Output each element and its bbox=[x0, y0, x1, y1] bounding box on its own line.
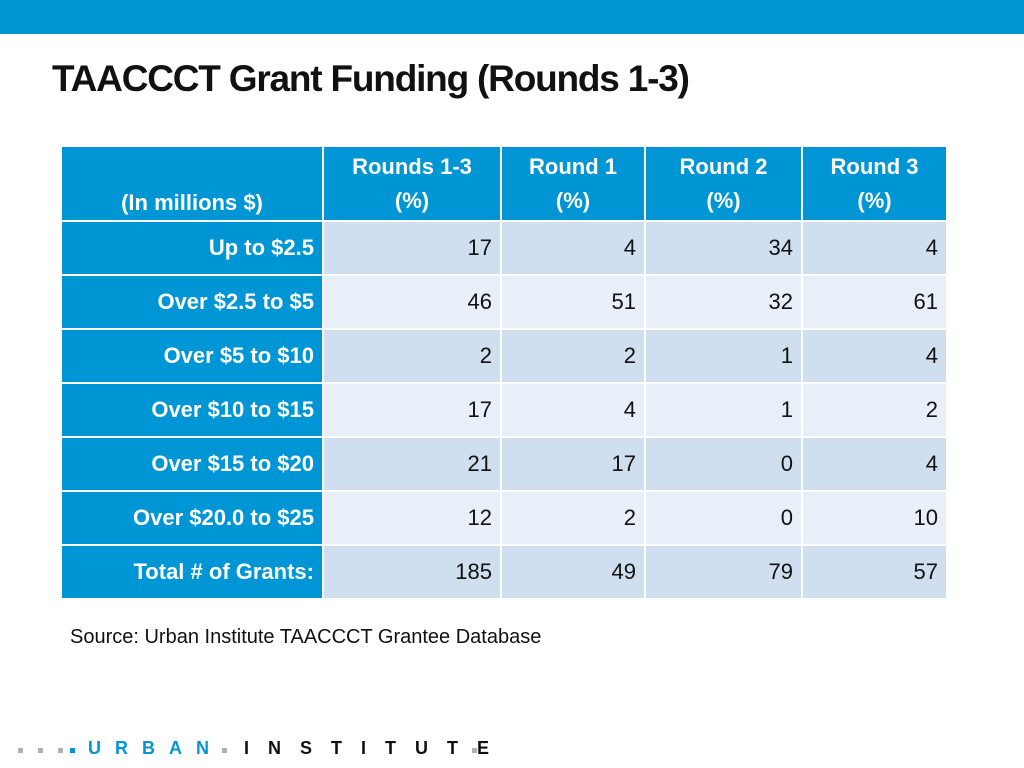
table-cell: 4 bbox=[803, 222, 946, 274]
column-header-line1: Round 2 bbox=[679, 153, 768, 179]
row-label: Over $20.0 to $25 bbox=[62, 492, 322, 544]
table-cell: 79 bbox=[646, 546, 801, 598]
column-header-round-3: Round 3 (%) bbox=[803, 147, 946, 220]
table-cell: 10 bbox=[803, 492, 946, 544]
table-cell: 1 bbox=[646, 384, 801, 436]
logo-word-urban: URBAN bbox=[88, 738, 223, 758]
row-label: Up to $2.5 bbox=[62, 222, 322, 274]
column-header-line2: (%) bbox=[555, 187, 591, 213]
table-cell: 4 bbox=[502, 222, 644, 274]
table-header-row: (In millions $) Rounds 1-3 (%) Round 1 (… bbox=[62, 147, 946, 220]
table-cell: 46 bbox=[324, 276, 500, 328]
table-cell: 4 bbox=[803, 438, 946, 490]
table-cell: 12 bbox=[324, 492, 500, 544]
table-row: Over $2.5 to $5 46 51 32 61 bbox=[62, 276, 946, 328]
column-header-line1: Round 3 bbox=[830, 153, 919, 179]
table-cell: 21 bbox=[324, 438, 500, 490]
column-header-round-1: Round 1 (%) bbox=[502, 147, 644, 220]
table-cell: 185 bbox=[324, 546, 500, 598]
source-note: Source: Urban Institute TAACCCT Grantee … bbox=[70, 626, 542, 648]
table-cell: 57 bbox=[803, 546, 946, 598]
table-cell: 1 bbox=[646, 330, 801, 382]
logo-dot-icon bbox=[472, 748, 477, 753]
table-cell: 49 bbox=[502, 546, 644, 598]
row-label: Over $5 to $10 bbox=[62, 330, 322, 382]
table-row: Over $5 to $10 2 2 1 4 bbox=[62, 330, 946, 382]
page-title: TAACCCT Grant Funding (Rounds 1-3) bbox=[52, 58, 690, 99]
table-cell: 17 bbox=[324, 222, 500, 274]
table-cell: 4 bbox=[803, 330, 946, 382]
funding-table: (In millions $) Rounds 1-3 (%) Round 1 (… bbox=[60, 145, 948, 600]
column-header-rounds-1-3: Rounds 1-3 (%) bbox=[324, 147, 500, 220]
row-label: Over $15 to $20 bbox=[62, 438, 322, 490]
table-cell: 0 bbox=[646, 438, 801, 490]
table-cell: 17 bbox=[502, 438, 644, 490]
table-cell: 2 bbox=[502, 330, 644, 382]
logo-dot-icon bbox=[38, 748, 43, 753]
logo-dot-icon bbox=[222, 748, 227, 753]
logo-dot-icon bbox=[70, 748, 75, 753]
table-cell: 61 bbox=[803, 276, 946, 328]
row-label: Total # of Grants: bbox=[62, 546, 322, 598]
logo-dot-icon bbox=[58, 748, 63, 753]
table-corner-header: (In millions $) bbox=[62, 147, 322, 220]
logo-word-institute: INSTITUTE bbox=[244, 738, 508, 758]
table-total-row: Total # of Grants: 185 49 79 57 bbox=[62, 546, 946, 598]
table-cell: 2 bbox=[502, 492, 644, 544]
top-accent-bar bbox=[0, 0, 1024, 34]
table-row: Up to $2.5 17 4 34 4 bbox=[62, 222, 946, 274]
column-header-line2: (%) bbox=[394, 187, 430, 213]
column-header-line2: (%) bbox=[706, 187, 741, 213]
table-cell: 17 bbox=[324, 384, 500, 436]
column-header-round-2: Round 2 (%) bbox=[646, 147, 801, 220]
table-cell: 0 bbox=[646, 492, 801, 544]
table-cell: 34 bbox=[646, 222, 801, 274]
row-label: Over $2.5 to $5 bbox=[62, 276, 322, 328]
table-cell: 2 bbox=[803, 384, 946, 436]
table-row: Over $15 to $20 21 17 0 4 bbox=[62, 438, 946, 490]
table-cell: 32 bbox=[646, 276, 801, 328]
urban-institute-logo: URBAN INSTITUTE bbox=[0, 738, 560, 762]
table-cell: 2 bbox=[324, 330, 500, 382]
table-row: Over $10 to $15 17 4 1 2 bbox=[62, 384, 946, 436]
column-header-line1: Round 1 bbox=[529, 153, 617, 179]
column-header-line2: (%) bbox=[857, 187, 892, 213]
table-row: Over $20.0 to $25 12 2 0 10 bbox=[62, 492, 946, 544]
table-cell: 51 bbox=[502, 276, 644, 328]
column-header-line1: Rounds 1-3 bbox=[352, 153, 472, 179]
table-cell: 4 bbox=[502, 384, 644, 436]
logo-dot-icon bbox=[18, 748, 23, 753]
row-label: Over $10 to $15 bbox=[62, 384, 322, 436]
